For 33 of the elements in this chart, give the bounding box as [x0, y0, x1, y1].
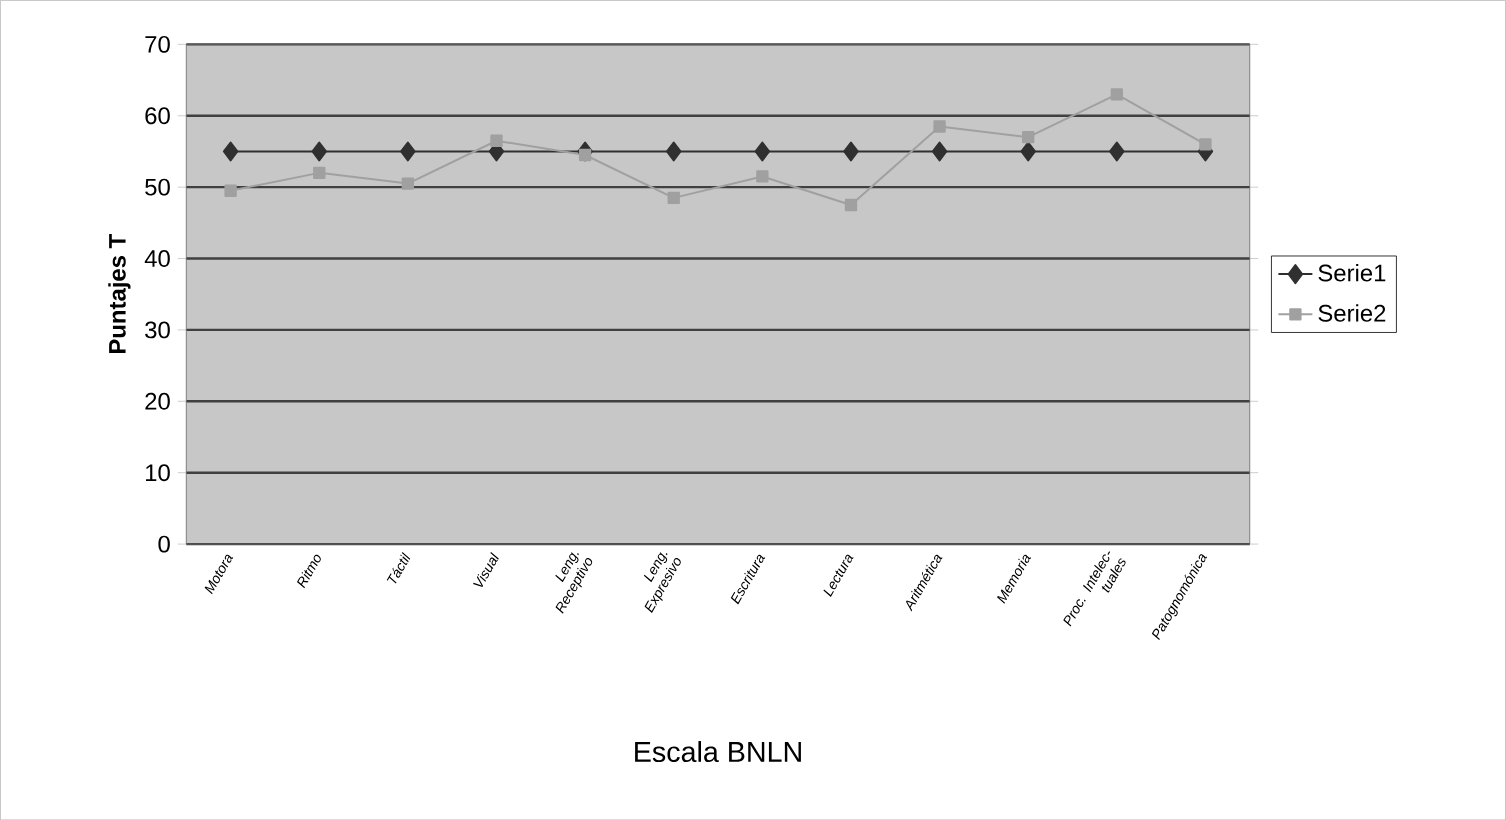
point [578, 148, 592, 162]
point [756, 170, 769, 183]
y-axis-title: Puntajes T [108, 233, 131, 353]
point [400, 141, 416, 162]
point [1109, 141, 1125, 162]
point [490, 134, 503, 147]
point [667, 191, 680, 204]
y-tick-label: 30 [145, 321, 170, 339]
y-tick-label: 70 [145, 35, 170, 53]
point [754, 141, 771, 162]
point [1110, 88, 1124, 101]
y-tick-label: 50 [145, 178, 170, 196]
point [933, 120, 946, 133]
y-tick-label: 60 [145, 107, 170, 125]
point [1199, 137, 1212, 151]
point [1022, 130, 1035, 144]
y-tick-label: 0 [158, 535, 170, 553]
legend-label: Serie2 [1318, 304, 1386, 322]
point [222, 141, 239, 162]
point [666, 141, 682, 162]
point [931, 141, 948, 162]
y-tick-label: 40 [144, 249, 170, 267]
point [401, 177, 415, 190]
point [843, 141, 859, 162]
point [311, 141, 327, 162]
legend-label: Serie1 [1318, 263, 1386, 282]
point [224, 184, 237, 197]
point [313, 166, 326, 179]
point [1020, 141, 1036, 162]
x-axis-title: Escala BNLN [635, 740, 801, 762]
y-tick-label: 10 [146, 464, 170, 481]
y-tick-label: 20 [145, 392, 170, 410]
point [844, 198, 858, 212]
